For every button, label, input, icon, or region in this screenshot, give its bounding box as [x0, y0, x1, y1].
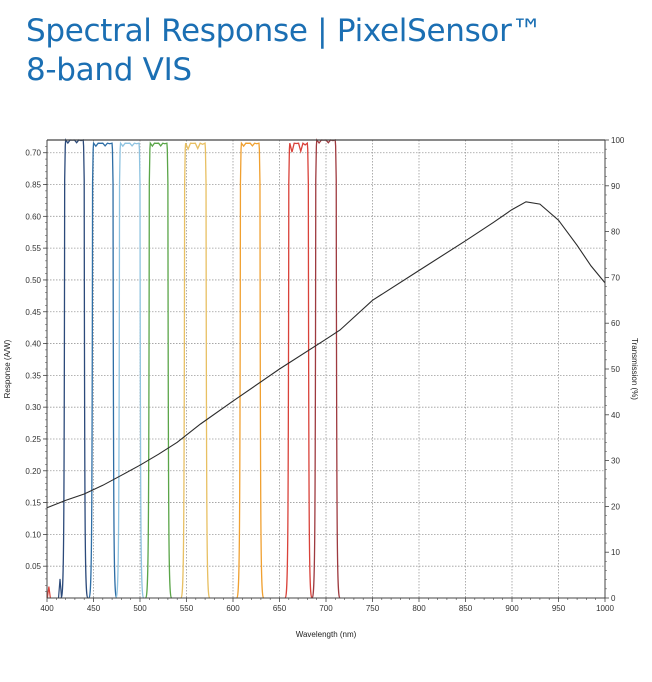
- y2-tick-label: 30: [611, 457, 620, 466]
- band-curve: [180, 142, 211, 599]
- axes: 400 450 500 550 600 650 700 750 800 850 900 950 1000…: [25, 136, 624, 613]
- y-tick-label: 0.40: [25, 340, 41, 349]
- x-tick-label: 950: [552, 604, 566, 613]
- y-tick-label: 0.30: [25, 403, 41, 412]
- y2-tick-label: 90: [611, 182, 620, 191]
- title-line-1: Spectral Response | PixelSensor™: [26, 13, 543, 49]
- band-curve: [284, 141, 313, 599]
- y2-tick-label: 80: [611, 228, 620, 237]
- y-tick-label: 0.45: [25, 308, 41, 317]
- y-tick-label: 0.60: [25, 212, 41, 221]
- spike-mark: [46, 586, 51, 599]
- y2-tick-label: 60: [611, 319, 620, 328]
- x-tick-label: 850: [459, 604, 473, 613]
- axis-labels: Wavelength (nm) Response (A/W) Transmiss…: [3, 338, 639, 639]
- title-line-2: 8-band VIS: [26, 52, 192, 88]
- x-tick-label: 1000: [596, 604, 614, 613]
- band-curve: [115, 141, 145, 599]
- y-tick-label: 0.15: [25, 499, 41, 508]
- x-tick-label: 800: [412, 604, 426, 613]
- y-tick-label: 0.10: [25, 530, 41, 539]
- y2-tick-label: 0: [611, 594, 616, 603]
- x-tick-label: 450: [87, 604, 101, 613]
- transmission-curve-group: [46, 201, 606, 509]
- y2-axis-title: Transmission (%): [630, 338, 639, 400]
- spike-mark: [57, 578, 63, 599]
- band-curve: [145, 141, 173, 599]
- x-tick-label: 750: [366, 604, 380, 613]
- y2-tick-label: 40: [611, 411, 620, 420]
- band-curve: [236, 141, 265, 599]
- transmission-curve: [46, 201, 606, 509]
- y-tick-label: 0.05: [25, 562, 41, 571]
- y2-tick-label: 100: [611, 136, 625, 145]
- grid-lines: [47, 140, 605, 598]
- band-curve: [88, 141, 118, 599]
- y2-tick-label: 10: [611, 548, 620, 557]
- y-tick-label: 0.55: [25, 244, 41, 253]
- x-tick-label: 700: [319, 604, 333, 613]
- page-title: Spectral Response | PixelSensor™ 8-band …: [26, 12, 543, 90]
- y-tick-label: 0.25: [25, 435, 41, 444]
- y2-tick-label: 70: [611, 273, 620, 282]
- y-tick-label: 0.35: [25, 371, 41, 380]
- y-tick-label: 0.20: [25, 467, 41, 476]
- y-tick-label: 0.50: [25, 276, 41, 285]
- x-tick-label: 550: [180, 604, 194, 613]
- band-curves: [46, 138, 341, 599]
- y-tick-label: 0.85: [25, 181, 41, 190]
- y2-tick-label: 50: [611, 365, 620, 374]
- x-tick-label: 900: [505, 604, 519, 613]
- band-curve: [60, 138, 89, 599]
- x-tick-label: 400: [40, 604, 54, 613]
- x-tick-label: 600: [226, 604, 240, 613]
- x-tick-label: 650: [273, 604, 287, 613]
- y-axis-title: Response (A/W): [3, 339, 12, 398]
- y-tick-label: 0.70: [25, 149, 41, 158]
- x-tick-label: 500: [133, 604, 147, 613]
- y2-tick-label: 20: [611, 502, 620, 511]
- x-axis-title: Wavelength (nm): [296, 630, 357, 639]
